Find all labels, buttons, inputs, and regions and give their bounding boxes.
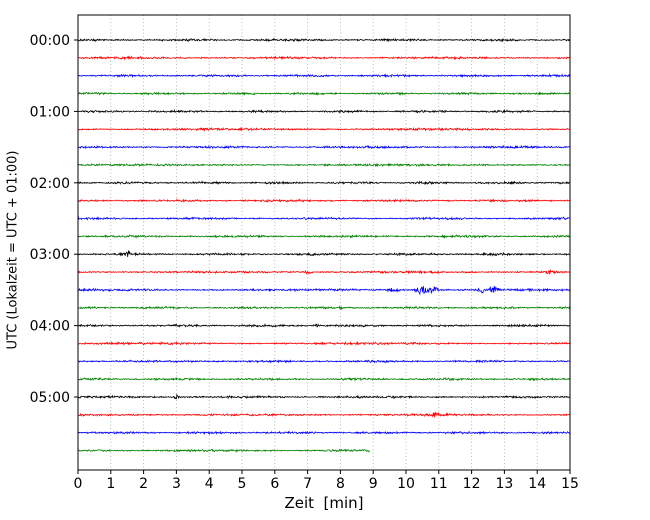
trace-0430	[78, 359, 571, 364]
x-tick-label: 3	[172, 476, 181, 492]
trace-0530	[77, 430, 571, 436]
y-tick-label: 00:00	[30, 33, 70, 49]
x-tick-label: 11	[430, 476, 448, 492]
trace-0115	[77, 126, 571, 132]
x-axis-label: Zeit [min]	[284, 494, 364, 512]
trace-0545	[77, 448, 371, 453]
trace-0000	[77, 37, 571, 43]
y-axis-ticks: 00:00 01:00 02:00 03:00 04:00 05:00	[30, 33, 78, 406]
x-tick-label: 12	[463, 476, 481, 492]
trace-0230	[77, 216, 571, 221]
trace-0345	[77, 305, 571, 311]
x-axis-ticks: 0 1 2 3 4 5 6 7 8 9 10 11 12 13 14 15	[74, 470, 579, 492]
x-tick-label: 8	[336, 476, 345, 492]
trace-0100	[77, 108, 571, 114]
trace-0245	[77, 234, 571, 239]
trace-lines	[77, 37, 571, 453]
grid-lines	[77, 15, 571, 470]
trace-0030	[77, 73, 571, 79]
trace-0400	[77, 323, 571, 328]
x-tick-label: 5	[238, 476, 247, 492]
y-tick-label: 03:00	[30, 247, 70, 263]
x-tick-label: 4	[205, 476, 214, 492]
trace-0145	[77, 162, 571, 168]
plot-frame	[77, 14, 571, 471]
y-tick-label: 05:00	[30, 390, 70, 406]
y-tick-label: 01:00	[30, 104, 70, 120]
trace-0015	[78, 55, 571, 61]
trace-0500	[77, 393, 570, 400]
x-tick-label: 10	[397, 476, 415, 492]
x-tick-label: 1	[106, 476, 115, 492]
x-tick-label: 7	[303, 476, 312, 492]
trace-0215	[77, 198, 571, 203]
y-axis-label: UTC (Lokalzeit = UTC + 01:00)	[5, 150, 21, 350]
trace-0200	[77, 180, 571, 186]
trace-0130	[77, 144, 571, 150]
trace-0330	[77, 285, 571, 296]
x-tick-label: 6	[270, 476, 279, 492]
x-tick-label: 15	[561, 476, 579, 492]
x-tick-label: 14	[528, 476, 546, 492]
x-tick-label: 9	[369, 476, 378, 492]
x-tick-label: 0	[74, 476, 83, 492]
trace-0045	[77, 91, 571, 96]
trace-0415	[77, 341, 571, 346]
trace-0300	[77, 249, 571, 257]
trace-0445	[77, 377, 571, 382]
y-tick-label: 04:00	[30, 319, 70, 335]
trace-0315	[77, 269, 571, 275]
trace-0515	[77, 411, 571, 418]
x-tick-label: 13	[495, 476, 513, 492]
x-tick-label: 2	[139, 476, 148, 492]
y-tick-label: 02:00	[30, 176, 70, 192]
